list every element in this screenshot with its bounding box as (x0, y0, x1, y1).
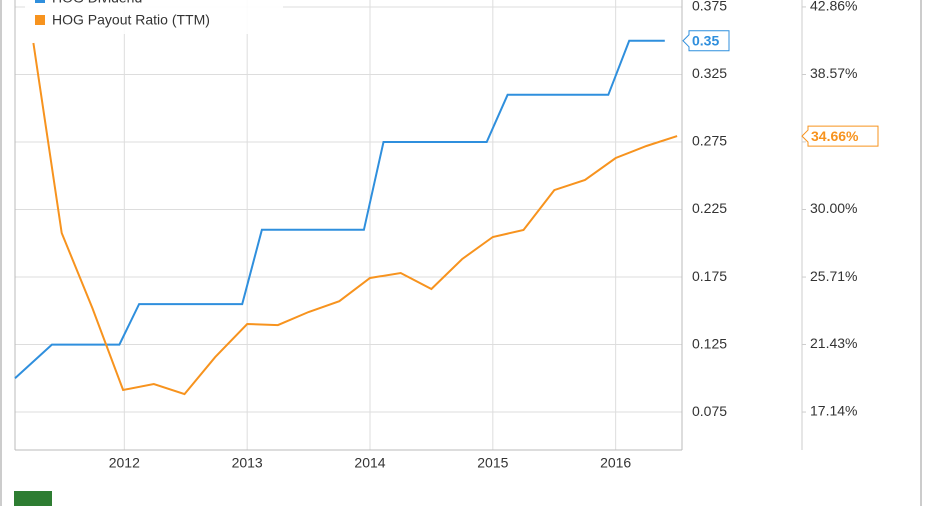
x-tick-label: 2015 (477, 455, 508, 471)
y2-tick-label: 25.71% (810, 268, 857, 284)
y-tick-label: 0.225 (692, 200, 727, 216)
legend-swatch (35, 15, 45, 25)
x-tick-label: 2014 (354, 455, 385, 471)
y2-tick-label: 42.86% (810, 0, 857, 14)
legend-label: HOG Dividend (52, 0, 142, 6)
legend-label: HOG Payout Ratio (TTM) (52, 12, 210, 28)
logo (14, 491, 52, 506)
y-tick-label: 0.175 (692, 268, 727, 284)
y2-tick-label: 38.57% (810, 65, 857, 81)
end-label-box (682, 30, 730, 52)
end-label: 0.35 (692, 32, 719, 48)
y-tick-label: 0.325 (692, 65, 727, 81)
x-tick-label: 2016 (600, 455, 631, 471)
x-tick-label: 2012 (109, 455, 140, 471)
y-tick-label: 0.125 (692, 335, 727, 351)
legend-swatch (35, 0, 45, 3)
y2-tick-label: 17.14% (810, 403, 857, 419)
end-label-box (801, 125, 879, 147)
end-label: 34.66% (811, 128, 859, 144)
y2-tick-label: 21.43% (810, 335, 857, 351)
y-tick-label: 0.275 (692, 133, 727, 149)
legend-box (25, 0, 283, 34)
series-line (32, 42, 678, 396)
y2-tick-label: 30.00% (810, 200, 857, 216)
y-tick-label: 0.075 (692, 403, 727, 419)
x-tick-label: 2013 (232, 455, 263, 471)
y-tick-label: 0.375 (692, 0, 727, 14)
series-line (14, 39, 665, 380)
